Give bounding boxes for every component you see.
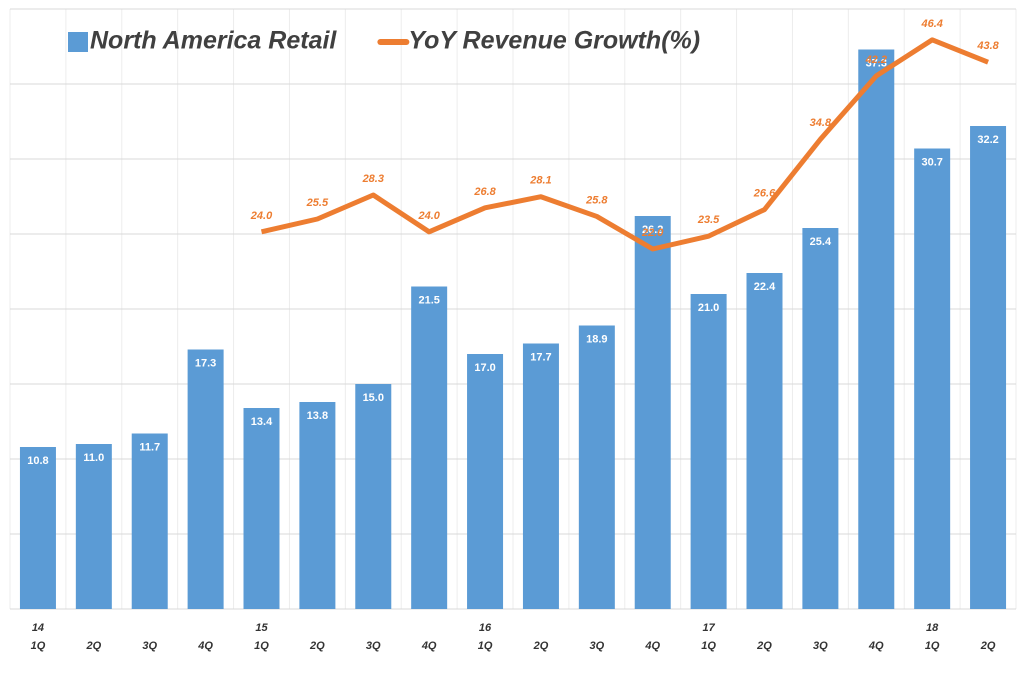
bar bbox=[75, 444, 112, 609]
bar-value-label: 17.7 bbox=[530, 351, 551, 363]
x-tick-label: 4Q bbox=[868, 640, 884, 652]
bar-value-label: 21.0 bbox=[698, 302, 719, 314]
x-tick-label: 1Q bbox=[254, 640, 269, 652]
x-tick-label: 1Q bbox=[925, 640, 940, 652]
bar bbox=[131, 433, 168, 609]
bar-value-label: 32.2 bbox=[977, 134, 998, 146]
line-value-label: 26.6 bbox=[753, 187, 776, 199]
bar-value-label: 21.5 bbox=[418, 294, 439, 306]
line-value-label: 28.1 bbox=[529, 175, 551, 187]
bar bbox=[19, 447, 56, 609]
x-tick-label: 2Q bbox=[85, 640, 101, 652]
bar-value-label: 10.8 bbox=[27, 455, 48, 467]
x-tick-label: 2Q bbox=[533, 640, 549, 652]
x-tick-label: 3Q bbox=[142, 640, 157, 652]
bar bbox=[243, 408, 280, 609]
legend-label: YoY Revenue Growth(%) bbox=[408, 27, 700, 55]
bar-value-label: 17.3 bbox=[195, 357, 216, 369]
bar bbox=[914, 148, 951, 609]
x-tick-label: 2Q bbox=[309, 640, 325, 652]
bar bbox=[802, 228, 839, 609]
x-tick-label: 3Q bbox=[589, 640, 604, 652]
bar bbox=[411, 286, 448, 609]
bar-value-label: 25.4 bbox=[810, 236, 832, 248]
x-tick-label: 2Q bbox=[980, 640, 996, 652]
line-value-label: 46.4 bbox=[920, 18, 942, 30]
line-value-label: 28.3 bbox=[362, 173, 384, 185]
x-tick-label: 3Q bbox=[813, 640, 828, 652]
bar bbox=[578, 325, 615, 609]
bar bbox=[690, 294, 727, 609]
bar bbox=[746, 273, 783, 609]
bar-value-label: 11.0 bbox=[83, 452, 104, 464]
legend-label: North America Retail bbox=[90, 27, 337, 55]
line-value-label: 24.0 bbox=[417, 210, 440, 222]
x-year-label: 17 bbox=[702, 622, 715, 634]
bar-value-label: 37.3 bbox=[866, 57, 887, 69]
line-value-label: 42.2 bbox=[865, 54, 887, 66]
bar-value-label: 30.7 bbox=[921, 156, 942, 168]
bar bbox=[858, 49, 895, 609]
bar-value-label: 13.4 bbox=[251, 416, 273, 428]
bar-value-label: 22.4 bbox=[754, 281, 776, 293]
bar bbox=[187, 349, 224, 609]
x-tick-label: 4Q bbox=[421, 640, 437, 652]
line-value-label: 23.5 bbox=[697, 214, 720, 226]
x-year-label: 16 bbox=[479, 622, 492, 634]
bar-value-label: 17.0 bbox=[474, 362, 495, 374]
bar bbox=[522, 343, 559, 609]
bar bbox=[299, 402, 336, 609]
line-value-label: 34.8 bbox=[810, 117, 832, 129]
x-tick-label: 1Q bbox=[31, 640, 46, 652]
x-year-label: 15 bbox=[255, 622, 268, 634]
bar-value-label: 18.9 bbox=[586, 333, 607, 345]
line-value-label: 25.8 bbox=[585, 194, 608, 206]
line-value-label: 43.8 bbox=[976, 40, 999, 52]
bar-value-label: 26.2 bbox=[642, 224, 663, 236]
x-tick-label: 4Q bbox=[197, 640, 213, 652]
x-tick-label: 4Q bbox=[644, 640, 660, 652]
x-tick-label: 2Q bbox=[756, 640, 772, 652]
bar bbox=[355, 384, 392, 609]
x-tick-label: 1Q bbox=[701, 640, 716, 652]
line-value-label: 25.5 bbox=[306, 197, 329, 209]
bar bbox=[467, 354, 504, 609]
bar-value-label: 11.7 bbox=[139, 441, 160, 453]
x-tick-label: 3Q bbox=[366, 640, 381, 652]
legend-swatch bbox=[68, 32, 88, 52]
x-year-label: 14 bbox=[32, 622, 44, 634]
bar-value-label: 13.8 bbox=[307, 410, 328, 422]
line-value-label: 26.8 bbox=[473, 186, 496, 198]
x-year-label: 18 bbox=[926, 622, 939, 634]
line bbox=[260, 37, 989, 252]
bar bbox=[634, 216, 671, 609]
line-value-label: 22.0 bbox=[641, 227, 664, 239]
x-tick-label: 1Q bbox=[478, 640, 493, 652]
bar bbox=[970, 126, 1007, 609]
line-value-label: 24.0 bbox=[250, 210, 273, 222]
bar-value-label: 15.0 bbox=[363, 392, 384, 404]
